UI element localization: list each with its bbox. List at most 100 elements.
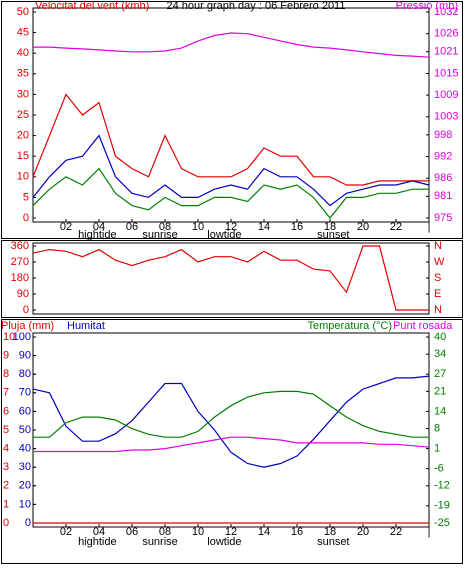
y-tick-label: 25 <box>17 109 29 121</box>
y2-tick-label: N <box>434 304 442 316</box>
x-tick-label: 08 <box>159 221 171 233</box>
y3-tick-label: 0 <box>25 517 31 529</box>
panel-frame <box>1 319 463 564</box>
y3-tick-label: 70 <box>19 387 31 399</box>
y2-tick-label: 1015 <box>434 67 458 79</box>
y-tick-label: 0 <box>23 304 29 316</box>
y2-tick-label: -12 <box>434 480 450 492</box>
x-tick-label: 14 <box>258 221 270 233</box>
y2-tick-label: S <box>434 272 441 284</box>
x-tick-label: 22 <box>390 221 402 233</box>
y2-tick-label: E <box>434 288 441 300</box>
legend-label: Pressió (mb) <box>396 0 458 12</box>
x-tick-label: 16 <box>291 221 303 233</box>
y-tick-label: 8 <box>3 368 9 380</box>
x-tick-label: 10 <box>192 526 204 538</box>
y3-tick-label: 10 <box>19 498 31 510</box>
y3-tick-label: 100 <box>13 331 31 343</box>
y-tick-label: 15 <box>17 150 29 162</box>
x-tick-label: 06 <box>126 221 138 233</box>
annotation: hightide <box>78 536 117 548</box>
x-tick-label: 20 <box>357 526 369 538</box>
y3-tick-label: 20 <box>19 480 31 492</box>
panel-frame <box>1 240 463 318</box>
y-tick-label: 7 <box>3 387 9 399</box>
y2-tick-label: W <box>434 256 445 268</box>
series-line <box>32 375 430 468</box>
y2-tick-label: 21 <box>434 385 446 397</box>
series-line <box>33 390 429 438</box>
y2-tick-label: -19 <box>434 500 450 512</box>
y-tick-label: 3 <box>3 461 9 473</box>
x-tick-label: 12 <box>225 526 237 538</box>
x-tick-label: 18 <box>324 526 336 538</box>
panel-frame <box>1 1 463 239</box>
y-tick-label: 10 <box>17 171 29 183</box>
x-tick-label: | <box>428 221 431 233</box>
legend-label: Velocitat del vent (kmh) <box>35 0 149 12</box>
y3-tick-label: 80 <box>19 368 31 380</box>
x-tick-label: 12 <box>225 221 237 233</box>
y2-tick-label: 8 <box>434 422 440 434</box>
x-tick-label: 16 <box>291 526 303 538</box>
annotation: hightide <box>78 229 117 241</box>
series-line <box>33 32 430 58</box>
legend-label: Humitat <box>67 320 105 332</box>
x-tick-label: 14 <box>258 526 270 538</box>
y2-tick-label: -25 <box>434 517 450 529</box>
y-tick-label: 360 <box>11 240 29 252</box>
y-tick-label: 35 <box>17 68 29 80</box>
y-tick-label: 9 <box>3 350 9 362</box>
y2-tick-label: 981 <box>434 190 452 202</box>
y-tick-label: 0 <box>3 517 9 529</box>
series-line <box>32 167 429 219</box>
plot-area <box>32 7 430 223</box>
plot-area <box>32 332 430 528</box>
x-tick-label: | <box>428 526 431 538</box>
y3-tick-label: 40 <box>19 443 31 455</box>
series-line <box>32 245 429 311</box>
x-tick-label: 02 <box>60 221 72 233</box>
y-tick-label: 5 <box>3 424 9 436</box>
y-tick-label: 40 <box>17 47 29 59</box>
y2-tick-label: 1032 <box>434 6 458 18</box>
y2-tick-label: 40 <box>434 331 446 343</box>
y2-tick-label: -6 <box>434 463 444 475</box>
y2-tick-label: 1 <box>434 443 440 455</box>
annotation: sunset <box>317 536 349 548</box>
legend-label: Temperatura (°C) <box>308 320 392 332</box>
annotation: lowtide <box>207 229 241 241</box>
series-line <box>32 93 429 186</box>
y2-tick-label: 986 <box>434 172 452 184</box>
y-tick-label: 10 <box>3 331 15 343</box>
annotation: lowtide <box>207 536 241 548</box>
y2-tick-label: 34 <box>434 348 446 360</box>
y2-tick-label: 1021 <box>434 46 458 58</box>
x-tick-label: 04 <box>93 221 105 233</box>
x-tick-label: 04 <box>93 526 105 538</box>
legend-label: Pluja (mm) <box>1 320 54 332</box>
y2-tick-label: 14 <box>434 405 446 417</box>
y-tick-label: 180 <box>11 272 29 284</box>
y-tick-label: 4 <box>3 443 9 455</box>
x-tick-label: 02 <box>60 526 72 538</box>
annotation: sunrise <box>142 229 177 241</box>
y-tick-label: 5 <box>23 191 29 203</box>
y-tick-label: 2 <box>3 480 9 492</box>
annotation: sunset <box>317 229 349 241</box>
y3-tick-label: 50 <box>19 424 31 436</box>
y2-tick-label: 975 <box>434 212 452 224</box>
y-tick-label: 50 <box>17 6 29 18</box>
annotation: sunrise <box>142 536 177 548</box>
chart-title: 24 hour graph day : 06 Febrero 2011 <box>167 0 346 12</box>
x-tick-label: 08 <box>159 526 171 538</box>
y-tick-label: 90 <box>17 288 29 300</box>
y2-tick-label: 998 <box>434 129 452 141</box>
x-tick-label: 22 <box>390 526 402 538</box>
y-tick-label: 30 <box>17 88 29 100</box>
x-tick-label: 18 <box>324 221 336 233</box>
y-tick-label: 0 <box>23 212 29 224</box>
y3-tick-label: 60 <box>19 405 31 417</box>
y-tick-label: 20 <box>17 130 29 142</box>
